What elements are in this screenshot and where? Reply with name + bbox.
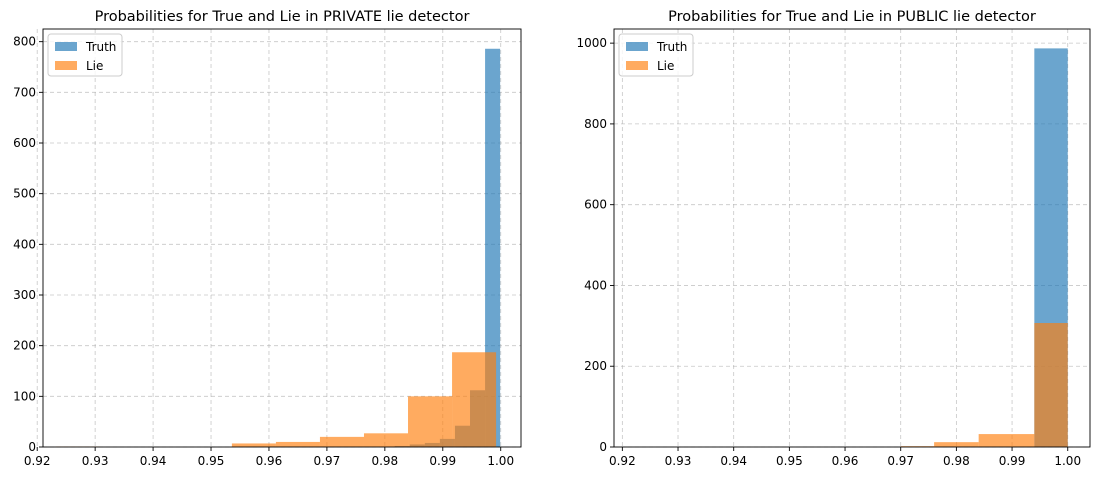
- x-tick-label: 0.98: [371, 454, 398, 468]
- y-tick-label: 600: [584, 198, 607, 212]
- y-tick-label: 200: [13, 339, 36, 353]
- y-tick-label: 400: [584, 278, 607, 292]
- series-lie: [55, 352, 497, 447]
- y-tick-label: 400: [13, 237, 36, 251]
- series-lie: [900, 323, 1068, 447]
- y-tick-label: 500: [13, 187, 36, 201]
- x-tick-label: 0.95: [776, 454, 803, 468]
- bar-lie: [1034, 323, 1068, 447]
- x-tick-label: 0.95: [198, 454, 225, 468]
- y-tick-label: 0: [599, 440, 607, 454]
- x-tick-label: 0.92: [24, 454, 51, 468]
- bar-lie: [452, 352, 497, 447]
- x-tick-label: 1.00: [1054, 454, 1081, 468]
- legend-swatch-truth: [626, 42, 648, 51]
- y-tick-label: 700: [13, 85, 36, 99]
- grid-lines: [36, 29, 521, 448]
- legend: Truth Lie: [47, 33, 123, 77]
- bar-lie: [231, 443, 276, 447]
- bar-truth: [485, 48, 501, 447]
- bar-lie: [319, 436, 364, 447]
- y-tick-label: 0: [28, 440, 36, 454]
- legend-swatch-lie: [626, 61, 648, 70]
- x-tick-label: 0.93: [82, 454, 109, 468]
- legend-label-truth: Truth: [656, 40, 687, 54]
- x-tick-label: 0.97: [314, 454, 341, 468]
- bar-lie: [275, 441, 320, 447]
- legend: Truth Lie: [618, 33, 694, 77]
- y-tick-label: 800: [13, 35, 36, 49]
- x-tick-label: 0.92: [609, 454, 636, 468]
- legend-swatch-lie: [55, 61, 77, 70]
- y-tick-label: 1000: [576, 36, 607, 50]
- chart-title: Probabilities for True and Lie in PUBLIC…: [668, 9, 1036, 25]
- x-tick-label: 0.99: [999, 454, 1026, 468]
- y-tick-label: 300: [13, 288, 36, 302]
- chart-panel-1: Probabilities for True and Lie in PRIVAT…: [13, 9, 522, 468]
- y-tick-label: 600: [13, 136, 36, 150]
- x-tick-label: 0.97: [887, 454, 914, 468]
- legend-swatch-truth: [55, 42, 77, 51]
- x-tick-label: 0.94: [720, 454, 747, 468]
- x-tick-label: 1.00: [487, 454, 514, 468]
- axes-frame: [42, 28, 522, 448]
- legend-label-lie: Lie: [86, 59, 103, 73]
- x-tick-label: 0.96: [832, 454, 859, 468]
- y-tick-label: 100: [13, 389, 36, 403]
- x-tick-label: 0.99: [429, 454, 456, 468]
- x-tick-label: 0.98: [943, 454, 970, 468]
- x-tick-label: 0.93: [665, 454, 692, 468]
- bar-lie: [934, 442, 979, 447]
- legend-label-lie: Lie: [657, 59, 674, 73]
- bar-lie: [408, 396, 453, 447]
- x-tick-label: 0.96: [256, 454, 283, 468]
- y-tick-label: 800: [584, 117, 607, 131]
- chart-panel-2: Probabilities for True and Lie in PUBLIC…: [576, 9, 1091, 468]
- y-tick-label: 200: [584, 359, 607, 373]
- chart-title: Probabilities for True and Lie in PRIVAT…: [95, 9, 470, 25]
- x-tick-label: 0.94: [140, 454, 167, 468]
- axes-frame: [613, 28, 1091, 448]
- grid-lines: [614, 29, 1090, 448]
- bar-lie: [363, 433, 409, 447]
- bar-lie: [978, 434, 1035, 447]
- legend-label-truth: Truth: [85, 40, 116, 54]
